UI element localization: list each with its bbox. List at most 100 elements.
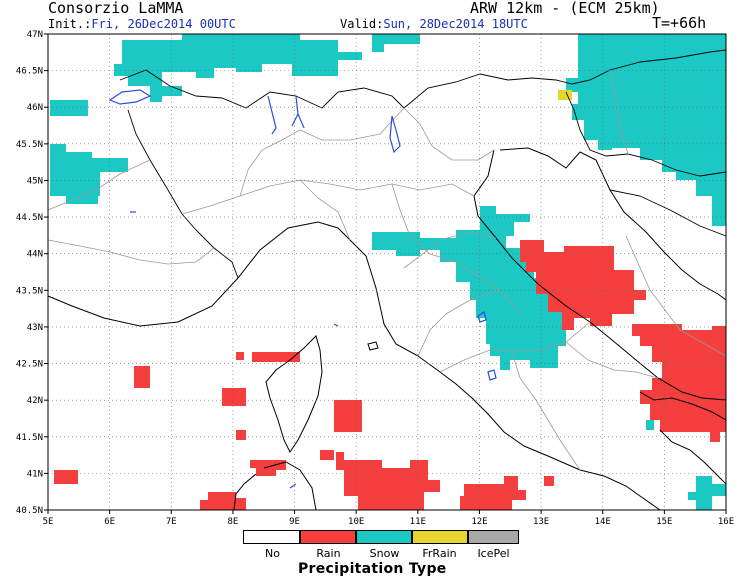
region-line-14 — [625, 235, 727, 357]
border-croatia — [609, 189, 727, 237]
coastline-istria-dalmatia — [499, 147, 727, 301]
rain-area-small-4 — [710, 430, 720, 442]
init-value: Fri, 26Dec2014 00UTC — [91, 17, 236, 31]
frrain-area-friuli — [558, 90, 572, 100]
lake-small-3 — [289, 483, 297, 489]
region-line-12 — [47, 239, 215, 265]
lat-lon-grid — [48, 34, 726, 510]
rain-area-corsica-west — [222, 388, 246, 406]
lat-label: 43N — [27, 323, 43, 333]
lon-label: 7E — [166, 517, 177, 527]
rain-area-tyrrh-isle — [334, 400, 362, 432]
rain-area-small-2 — [320, 450, 334, 460]
region-line-2 — [239, 107, 405, 197]
coastline-adriatic — [473, 149, 727, 401]
model-title: ARW 12km - (ECM 25km) — [470, 0, 660, 17]
legend-swatch-frrain — [412, 530, 468, 544]
coastline-corsica — [265, 335, 323, 453]
lat-label: 43.5N — [16, 286, 43, 296]
lon-label: 10E — [348, 517, 364, 527]
valid-info: Valid:Sun, 28Dec2014 18UTC — [340, 17, 528, 31]
lat-label: 41.5N — [16, 433, 43, 443]
latitude-labels: 47N 46.5N 46N 45.5N 45N 44.5N 44N 43.5N 43N 42.5N… — [16, 30, 43, 516]
init-info: Init.:Fri, 26Dec2014 00UTC — [48, 17, 236, 31]
valid-label: Valid: — [340, 17, 384, 31]
legend-label-snow: Snow — [369, 547, 400, 560]
rain-area-marche — [520, 240, 646, 330]
snow-area-aosta — [50, 100, 88, 116]
region-line-10 — [403, 107, 495, 161]
lon-label: 9E — [289, 517, 300, 527]
region-line-11 — [609, 69, 629, 155]
init-label: Init.: — [48, 17, 92, 31]
region-line-3 — [299, 179, 351, 241]
lead-time: T=+66h — [652, 14, 707, 32]
snow-area-alps-center — [372, 34, 420, 52]
rain-area-small-1 — [236, 430, 246, 440]
rain-area-balear — [134, 366, 150, 388]
coastline-gargano — [639, 391, 727, 421]
lat-label: 45N — [27, 176, 43, 186]
region-line-9 — [417, 289, 501, 357]
lon-label: 13E — [533, 517, 549, 527]
lat-label: 40.5N — [16, 506, 43, 516]
rain-areas — [54, 240, 726, 510]
lat-label: 42N — [27, 396, 43, 406]
lon-label: 5E — [43, 517, 54, 527]
coastlines — [47, 147, 727, 511]
rain-area-ligurian — [252, 352, 300, 362]
legend-swatch-no — [243, 530, 300, 544]
border-slovenia — [565, 91, 727, 177]
axis-ticks — [44, 33, 727, 514]
valid-value: Sun, 28Dec2014 18UTC — [383, 17, 528, 31]
lake-garda — [389, 115, 401, 154]
lat-label: 47N — [27, 30, 43, 40]
regional-boundaries — [47, 69, 727, 471]
lake-geneva — [108, 89, 152, 105]
lon-label: 8E — [227, 517, 238, 527]
lon-label: 6E — [104, 517, 115, 527]
lon-label: 16E — [718, 517, 734, 527]
lat-label: 45.5N — [16, 140, 43, 150]
region-line-8 — [403, 231, 497, 269]
borders — [119, 49, 727, 279]
longitude-labels: 5E 6E 7E 8E 9E 10E 11E 12E 13E 14E 15E 16E — [43, 517, 735, 527]
legend-label-icepel: IcePel — [477, 547, 510, 560]
region-line-6 — [511, 351, 581, 471]
lakes — [108, 89, 497, 489]
lon-label: 15E — [656, 517, 672, 527]
legend-label-no: No — [265, 547, 280, 560]
snow-area-small-1 — [646, 420, 654, 430]
map-frame — [47, 33, 727, 511]
coastline-ligurian — [47, 221, 661, 511]
rain-area-tyrrhenian — [336, 452, 440, 510]
rain-area-small-3 — [544, 476, 554, 486]
region-line-1 — [181, 179, 475, 215]
legend-title: Precipitation Type — [298, 561, 447, 577]
lat-label: 41N — [27, 469, 43, 479]
lon-label: 14E — [595, 517, 611, 527]
rain-area-tyrrhenian-east — [460, 476, 526, 510]
rain-area-westmed — [54, 470, 78, 484]
legend-swatch-snow — [356, 530, 412, 544]
lake-trasimeno — [477, 311, 487, 323]
legend-swatch-rain — [300, 530, 356, 544]
region-line-13 — [47, 159, 151, 211]
legend-swatch-icepel — [468, 530, 519, 544]
lat-label: 42.5N — [16, 360, 43, 370]
org-title: Consorzio LaMMA — [48, 0, 184, 17]
coastline-elba — [367, 341, 379, 351]
lat-label: 44.5N — [16, 213, 43, 223]
legend-label-frrain: FrRain — [422, 547, 457, 560]
lat-label: 46.5N — [16, 67, 43, 77]
rain-area-ligurian-2 — [236, 352, 244, 360]
coastline-puglia — [659, 429, 727, 485]
coastline-sardinia — [233, 461, 317, 511]
lake-small-2 — [333, 323, 339, 327]
lake-como — [291, 95, 305, 129]
region-line-7 — [565, 341, 659, 379]
lon-label: 11E — [410, 517, 426, 527]
border-austria-italy — [403, 49, 727, 109]
lon-label: 12E — [471, 517, 487, 527]
